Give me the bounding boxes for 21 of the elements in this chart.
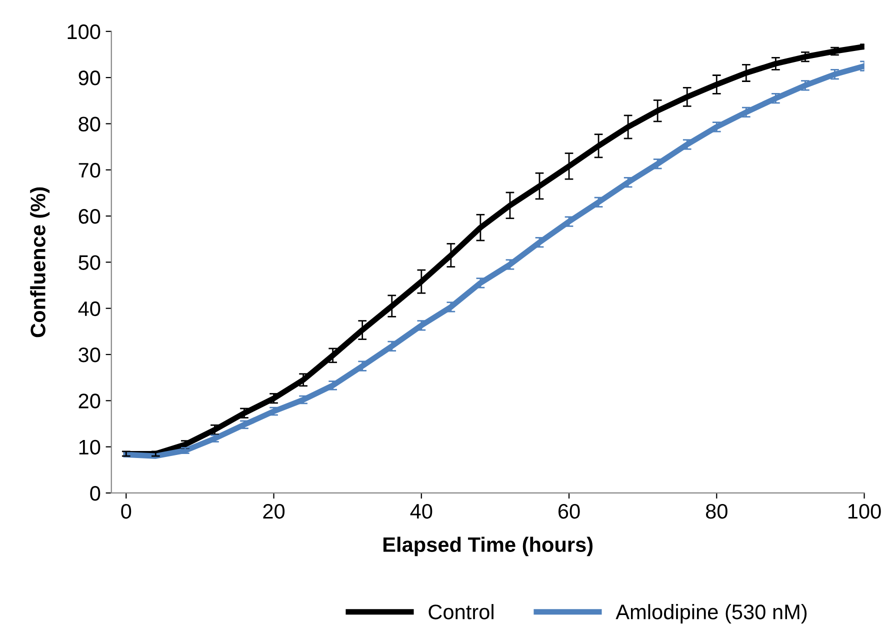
- y-tick-label: 90: [78, 70, 100, 86]
- y-tick-label: 70: [78, 162, 100, 178]
- legend-label: Amlodipine (530 nM): [616, 604, 807, 624]
- x-axis-title: Elapsed Time (hours): [383, 536, 593, 556]
- x-tick-label: 20: [263, 504, 285, 519]
- y-tick-label: 40: [78, 301, 100, 316]
- x-tick-label: 100: [848, 504, 881, 519]
- y-tick-label: 80: [78, 116, 100, 132]
- y-tick-label: 60: [78, 209, 100, 224]
- x-tick-label: 0: [121, 504, 132, 519]
- y-tick-label: 50: [78, 255, 100, 270]
- x-tick-label: 60: [558, 504, 580, 519]
- y-axis-title: Confluence (%): [30, 187, 50, 338]
- legend-label: Control: [428, 604, 494, 620]
- y-tick-label: 0: [90, 486, 100, 501]
- x-tick-label: 40: [410, 504, 432, 519]
- y-tick-label: 100: [68, 24, 100, 40]
- y-tick-label: 20: [78, 394, 100, 408]
- y-tick-label: 10: [79, 440, 100, 455]
- x-tick-label: 80: [706, 504, 728, 519]
- y-tick-label: 30: [78, 348, 100, 362]
